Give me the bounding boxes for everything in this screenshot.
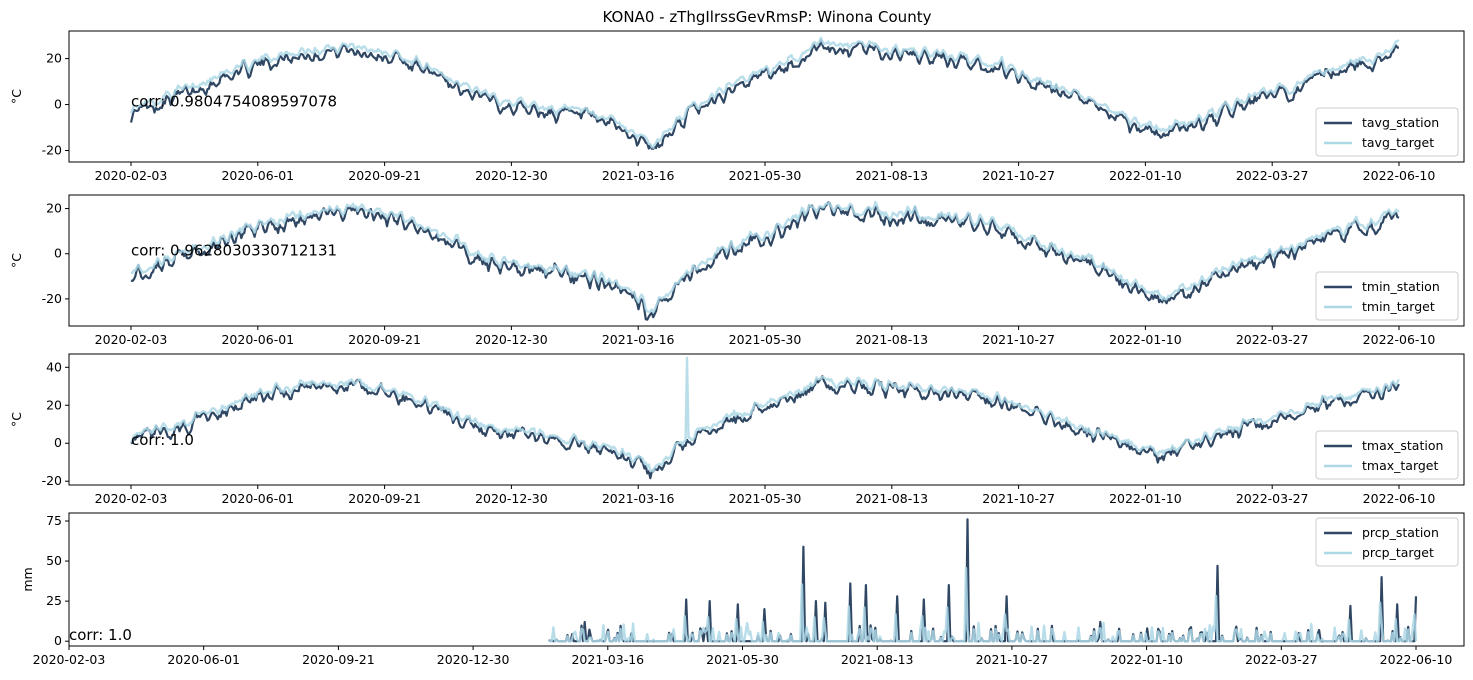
y-axis-label: mm [20, 567, 35, 591]
y-tick-label: 0 [54, 246, 62, 261]
series-line-tmin_target [130, 200, 1400, 314]
y-tick-label: 0 [54, 435, 62, 450]
x-tick-label: 2021-08-13 [855, 168, 928, 183]
y-axis-label: °C [9, 89, 24, 104]
y-tick-label: 20 [46, 201, 62, 216]
x-tick-label: 2020-06-01 [221, 168, 294, 183]
x-tick-label: 2021-08-13 [841, 652, 914, 667]
y-tick-label: 25 [46, 593, 62, 608]
y-tick-label: 75 [46, 513, 62, 528]
y-axis-label: °C [9, 412, 24, 427]
x-tick-label: 2021-03-16 [602, 168, 675, 183]
x-tick-label: 2022-06-10 [1363, 332, 1436, 347]
series-line-tmax_target [130, 356, 1400, 473]
x-tick-label: 2021-10-27 [982, 332, 1055, 347]
x-tick-label: 2021-05-30 [729, 491, 802, 506]
series-line-prcp_target [547, 566, 1418, 643]
legend-label: tmin_target [1362, 299, 1435, 314]
legend-label: tmin_station [1362, 279, 1440, 294]
correlation-annotation: corr: 1.0 [69, 626, 132, 644]
x-tick-label: 2021-03-16 [602, 332, 675, 347]
x-tick-label: 2021-10-27 [982, 491, 1055, 506]
x-tick-label: 2020-12-30 [475, 332, 548, 347]
plot-frame [68, 30, 1465, 163]
x-tick-label: 2022-06-10 [1363, 168, 1436, 183]
y-tick-label: -20 [42, 143, 62, 158]
series-line-tmin_station [130, 201, 1400, 321]
x-tick-label: 2022-01-10 [1109, 332, 1182, 347]
series-line-tavg_station [129, 39, 1400, 150]
y-tick-label: 0 [54, 97, 62, 112]
x-tick-label: 2022-01-10 [1109, 168, 1182, 183]
x-tick-label: 2021-03-16 [602, 491, 675, 506]
legend-label: tmax_target [1362, 458, 1438, 473]
x-tick-label: 2020-09-21 [348, 332, 421, 347]
x-tick-label: 2020-09-21 [348, 491, 421, 506]
y-tick-label: 20 [46, 51, 62, 66]
x-tick-label: 2021-08-13 [855, 332, 928, 347]
x-tick-label: 2020-02-03 [95, 491, 168, 506]
y-tick-label: 50 [46, 553, 62, 568]
x-tick-label: 2020-12-30 [475, 491, 548, 506]
correlation-annotation: corr: 0.9628030330712131 [131, 242, 337, 260]
subplot-tmax: -20 0 20 40 2020-02-03 2020-06-01 2020-09-21 20… [9, 353, 1465, 506]
x-tick-label: 2021-05-30 [729, 168, 802, 183]
subplot-tmin: -20 0 20 2020-02-03 2020-06-01 2020-09-21 2020… [9, 194, 1465, 347]
x-tick-label: 2022-03-27 [1245, 652, 1318, 667]
x-tick-label: 2021-03-16 [571, 652, 644, 667]
plot-frame [68, 194, 1465, 327]
x-tick-label: 2021-10-27 [982, 168, 1055, 183]
legend: tavg_station tavg_target [1315, 107, 1459, 157]
series-line-tmax_station [130, 375, 1400, 480]
x-tick-label: 2020-02-03 [33, 652, 106, 667]
subplot-prcp: 0 25 50 75 2020-02-03 2020-06-01 2020-09-21 202… [20, 512, 1465, 667]
x-tick-label: 2022-06-10 [1363, 491, 1436, 506]
legend: tmax_station tmax_target [1315, 430, 1459, 480]
x-tick-label: 2020-06-01 [221, 332, 294, 347]
plot-frame [68, 353, 1465, 486]
y-tick-label: 40 [46, 359, 62, 374]
legend: prcp_station prcp_target [1315, 517, 1459, 567]
legend-label: prcp_target [1362, 545, 1434, 560]
x-tick-label: 2022-03-27 [1236, 332, 1309, 347]
x-tick-label: 2020-09-21 [348, 168, 421, 183]
x-tick-label: 2021-08-13 [855, 491, 928, 506]
y-tick-label: -20 [42, 473, 62, 488]
y-axis-label: °C [9, 253, 24, 268]
legend-label: tavg_target [1362, 135, 1434, 150]
y-tick-label: 20 [46, 397, 62, 412]
x-tick-label: 2020-09-21 [302, 652, 375, 667]
x-tick-label: 2020-12-30 [437, 652, 510, 667]
subplot-tavg: -20 0 20 2020-02-03 2020-06-01 2020-09-21 2020… [9, 30, 1465, 183]
x-tick-label: 2022-03-27 [1236, 491, 1309, 506]
x-tick-label: 2020-12-30 [475, 168, 548, 183]
legend-label: prcp_station [1362, 525, 1439, 540]
x-tick-label: 2022-06-10 [1380, 652, 1453, 667]
y-tick-label: 0 [54, 633, 62, 648]
series-line-tavg_target [129, 36, 1400, 149]
legend: tmin_station tmin_target [1315, 271, 1459, 321]
x-tick-label: 2022-03-27 [1236, 168, 1309, 183]
x-tick-label: 2022-01-10 [1109, 491, 1182, 506]
x-tick-label: 2021-10-27 [976, 652, 1049, 667]
y-tick-label: -20 [42, 291, 62, 306]
x-tick-label: 2020-06-01 [221, 491, 294, 506]
legend-label: tmax_station [1362, 438, 1443, 453]
plot-frame [68, 512, 1465, 647]
legend-label: tavg_station [1362, 115, 1439, 130]
correlation-annotation: corr: 0.9804754089597078 [131, 93, 337, 111]
x-tick-label: 2021-05-30 [706, 652, 779, 667]
x-tick-label: 2022-01-10 [1110, 652, 1183, 667]
x-tick-label: 2020-02-03 [95, 168, 168, 183]
x-tick-label: 2021-05-30 [729, 332, 802, 347]
figure-title: KONA0 - zThgIlrssGevRmsP: Winona County [603, 8, 932, 26]
series-line-prcp_station [547, 518, 1418, 643]
x-tick-label: 2020-02-03 [95, 332, 168, 347]
correlation-annotation: corr: 1.0 [131, 431, 194, 449]
x-tick-label: 2020-06-01 [167, 652, 240, 667]
